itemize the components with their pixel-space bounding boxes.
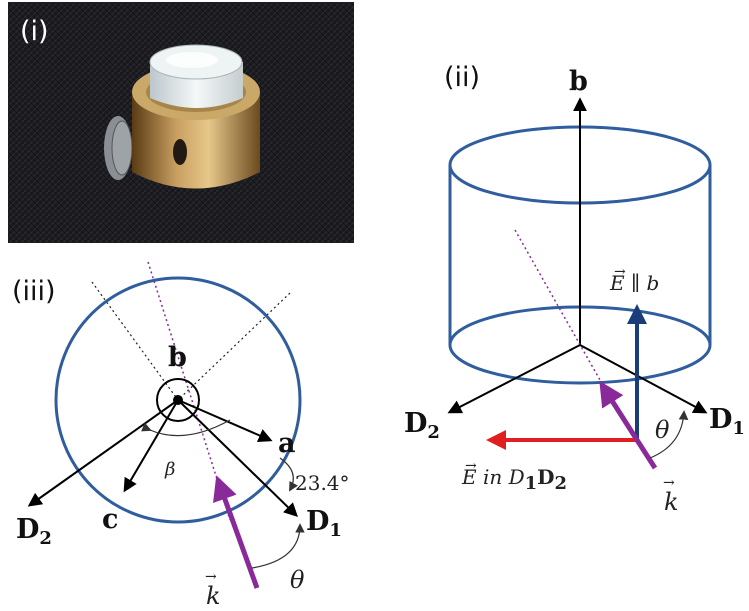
d2-axis-arrow [447, 344, 581, 414]
k-path-line [514, 229, 601, 381]
photo-panel: (i) [8, 2, 354, 243]
dotted-diagonal-left [91, 281, 179, 401]
b-axis-label-iii: b [168, 342, 187, 373]
k-label-ii: k [664, 488, 679, 516]
d1-axis-label: D1 [709, 404, 745, 439]
panel-ii-label: (ii) [444, 62, 480, 93]
d2-arrow-iii [27, 399, 179, 507]
d1-arrow-iii [177, 399, 299, 517]
e-vector-mark: → [614, 264, 626, 280]
k-label-iii: k [206, 582, 221, 610]
theta-label-iii: θ [290, 566, 305, 594]
b-axis-label: b [569, 66, 588, 97]
k-vector-arrow-iii [213, 475, 260, 589]
b-axis-out-marker [156, 378, 200, 422]
beta-arc [141, 419, 231, 437]
angle-label: 23.4° [295, 471, 350, 495]
d1-axis-arrow [579, 344, 708, 414]
side-hole [173, 139, 187, 165]
e-in-plane-label: E in D1D2 [461, 465, 567, 494]
beta-label: β [164, 459, 175, 480]
k-vector-arrow-ii [599, 380, 640, 442]
c-axis-label: c [102, 504, 118, 535]
panel-i-label: (i) [20, 16, 49, 47]
dotted-diagonal-right [177, 292, 291, 401]
c-axis-arrow [123, 399, 179, 493]
angle-arc [279, 457, 298, 492]
e-parallel-b-label: E ∥ b [609, 271, 659, 295]
a-axis-label: a [278, 428, 296, 459]
panel-ii: (ii) b D2 D1 E ∥ b → E in D1D2 → k → [404, 62, 745, 516]
sample-cross-section [54, 276, 302, 524]
svg-text:→: → [465, 458, 477, 474]
svg-text:→: → [663, 475, 675, 491]
svg-text:→: → [205, 569, 217, 585]
theta-arc-ii [649, 410, 689, 459]
panel-iii-label: (iii) [12, 276, 56, 307]
theta-label-ii: θ [655, 416, 670, 444]
d2-label-iii: D2 [16, 514, 52, 549]
d2-axis-label: D2 [404, 408, 440, 443]
panel-iii: (iii) b D2 c a D1 β 23.4° k → θ [12, 261, 350, 610]
a-axis-arrow [177, 399, 273, 442]
theta-arc-iii [251, 523, 305, 569]
d1-label-iii: D1 [306, 506, 342, 541]
